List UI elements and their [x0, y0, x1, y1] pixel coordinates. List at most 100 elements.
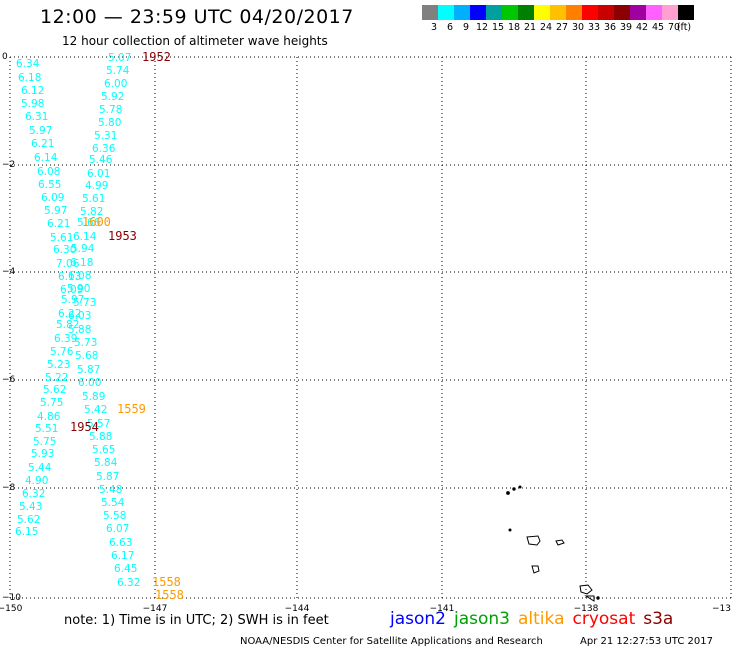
- pass-time-label: 1952: [142, 50, 171, 64]
- scale-swatch: [454, 5, 470, 20]
- pass-time-label: 1558: [152, 575, 181, 589]
- scale-label: 24: [539, 22, 553, 33]
- wave-height-value: 4.86: [37, 411, 61, 423]
- wave-height-value: 4.90: [25, 475, 48, 487]
- color-scale: [422, 5, 694, 20]
- wave-height-value: 5.80: [98, 117, 121, 129]
- scale-label: 12: [475, 22, 489, 33]
- island-outline: [506, 491, 510, 495]
- lat-label: 0: [2, 52, 8, 62]
- wave-height-value: 6.21: [47, 218, 70, 230]
- wave-height-value: 6.14: [34, 152, 58, 164]
- scale-swatch: [678, 5, 694, 20]
- wave-height-value: 6.55: [38, 179, 61, 191]
- scale-label: 21: [523, 22, 537, 33]
- wave-height-value: 5.76: [50, 346, 74, 358]
- color-scale-labels: 3 6 9 12 15 18 21 24 27 30 33 36 39 42 45 70 (ft): [422, 22, 740, 36]
- legend-item-jason2: jason2: [390, 609, 446, 629]
- legend-item-s3a: s3a: [643, 609, 674, 629]
- wave-height-value: 5.89: [82, 391, 105, 403]
- generation-timestamp: Apr 21 12:27:53 UTC 2017: [580, 636, 713, 647]
- island-outline: [531, 565, 540, 574]
- lon-label: −144: [285, 604, 310, 614]
- wave-height-value: 6.09: [41, 192, 64, 204]
- wave-height-value: 6.63: [109, 537, 132, 549]
- wave-height-value: 5.94: [71, 243, 95, 255]
- island-outline: [508, 528, 512, 532]
- wave-height-value: 5.62: [17, 514, 40, 526]
- wave-height-value: 5.92: [101, 91, 124, 103]
- wave-height-value: 6.31: [25, 111, 48, 123]
- page-title: 12:00 — 23:59 UTC 04/20/2017: [40, 6, 354, 28]
- wave-height-value: 5.57: [87, 418, 110, 430]
- scale-swatch: [534, 5, 550, 20]
- wave-height-value: 5.75: [33, 436, 56, 448]
- pass-time-label: 1558: [155, 588, 184, 602]
- island-outlines: [506, 485, 600, 602]
- wave-height-value: 5.93: [31, 448, 54, 460]
- wave-height-value: 6.07: [106, 523, 129, 535]
- wave-height-value: 6.12: [21, 85, 44, 97]
- scale-swatch: [422, 5, 438, 20]
- lon-label: −138: [574, 604, 599, 614]
- wave-height-value: 6.18: [18, 72, 41, 84]
- wave-height-value: 5.82: [80, 206, 103, 218]
- scale-label: 6: [446, 22, 454, 33]
- legend-item-cryosat: cryosat: [572, 609, 636, 629]
- lat-lon-grid: [9, 56, 732, 599]
- wave-height-value: 5.75: [40, 397, 63, 409]
- scale-label: 15: [491, 22, 505, 33]
- scale-swatch: [486, 5, 502, 20]
- wave-height-value: 6.30: [53, 244, 76, 256]
- wave-height-value: 5.97: [29, 125, 52, 137]
- wave-height-value: 6.15: [15, 526, 38, 538]
- wave-height-value: 5.87: [96, 471, 119, 483]
- wave-height-value: 5.68: [75, 350, 98, 362]
- wave-height-value: 5.78: [99, 104, 122, 116]
- wave-height-value: 6.36: [92, 143, 116, 155]
- wave-height-value: 5.23: [47, 359, 70, 371]
- scale-swatch: [630, 5, 646, 20]
- wave-height-value: 6.08: [68, 270, 91, 282]
- wave-height-value: 5.87: [77, 364, 100, 376]
- wave-height-value: 7.06: [56, 258, 80, 270]
- wave-height-value: 5.66: [77, 217, 101, 229]
- wave-height-value: 6.13: [58, 271, 81, 283]
- satellite-legend: jason2 jason3 altika cryosat s3a: [390, 609, 681, 629]
- wave-height-value: 6.03: [68, 310, 91, 322]
- wave-height-value: 5.97: [61, 294, 84, 306]
- wave-height-value: 6.22: [58, 308, 81, 320]
- wave-height-value: 5.84: [94, 457, 118, 469]
- scale-label: 42: [635, 22, 649, 33]
- scale-label: 33: [587, 22, 601, 33]
- wave-height-value: 5.42: [84, 404, 107, 416]
- axis-labels: 0 −2 −4 −6 −8 −10−150 −147 −144 −141 −138 −13: [0, 52, 731, 614]
- lat-label: −6: [2, 375, 16, 385]
- wave-height-value: 5.48: [99, 484, 122, 496]
- wave-height-value: 6.21: [31, 138, 54, 150]
- wave-height-value: 5.61: [50, 232, 73, 244]
- wave-height-value: 5.98: [21, 98, 44, 110]
- lon-label: −150: [0, 604, 23, 614]
- wave-height-value: 5.54: [101, 497, 125, 509]
- pass-time-label: 1953: [108, 229, 137, 243]
- island-outline: [584, 595, 595, 602]
- scale-label: 30: [571, 22, 585, 33]
- wave-height-value: 5.44: [28, 462, 52, 474]
- wave-height-value: 5.22: [45, 372, 68, 384]
- wave-height-value: 6.32: [22, 488, 45, 500]
- island-outline: [579, 584, 593, 595]
- credit-line: NOAA/NESDIS Center for Satellite Applica…: [240, 636, 543, 647]
- wave-height-value: 5.82: [56, 319, 79, 331]
- scale-swatch: [598, 5, 614, 20]
- lat-label: −4: [2, 267, 16, 277]
- pass-time-label: 1559: [117, 402, 146, 416]
- wave-height-value: 6.08: [37, 166, 60, 178]
- scale-label: 18: [507, 22, 521, 33]
- wave-height-value: 5.43: [19, 501, 42, 513]
- wave-height-value: 5.73: [73, 297, 96, 309]
- wave-height-value: 5.51: [35, 423, 58, 435]
- wave-height-value: 5.07: [108, 52, 131, 64]
